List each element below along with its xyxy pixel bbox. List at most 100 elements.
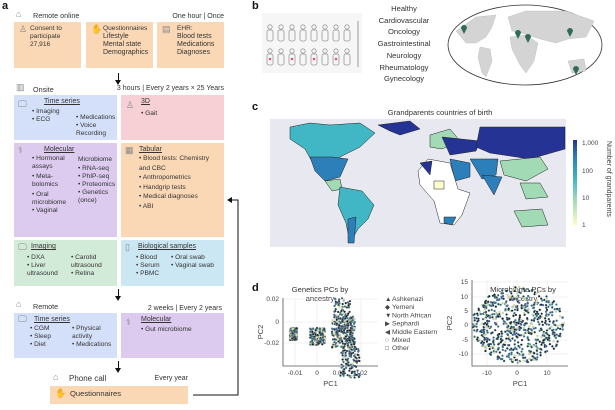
data-point [344,351,347,355]
data-point [488,347,491,351]
data-point [518,290,521,294]
legend-entry: North African [392,312,432,319]
item: Hormonal assays [32,155,74,171]
data-point [353,345,357,348]
data-point [314,329,317,332]
data-point [322,341,325,344]
data-point [556,326,560,330]
data-point [492,317,495,321]
disease-category: Healthy [391,4,417,13]
data-point [482,325,485,329]
monitor-icon: 🖵 [18,314,27,324]
data-point [340,313,344,316]
data-point [354,360,358,363]
disease-category: Neurology [386,50,422,60]
data-point [506,343,510,347]
data-point [484,349,487,353]
country [433,180,445,190]
data-point [526,294,530,298]
country [309,156,349,182]
y-tick-label: 5 [464,308,468,315]
data-point [515,347,518,351]
data-point [555,319,558,322]
data-point [344,317,347,320]
data-point [517,360,520,364]
data-point [547,323,551,326]
data-point [484,338,487,341]
data-point [513,343,516,346]
person-figure-icon [267,24,273,30]
data-point [348,369,351,373]
data-point [522,359,526,362]
colorbar-gradient [573,140,577,226]
data-point [347,374,351,377]
country [337,186,375,244]
data-point [508,352,511,355]
data-point [534,326,537,330]
legend-entry: Yemeni [392,304,415,311]
data-point [339,317,342,320]
person-figure-icon [310,29,318,42]
data-point [512,298,515,301]
location-pin-icon [525,34,531,43]
data-point [556,324,559,328]
data-point [333,297,337,300]
x-tick-label: -0.01 [288,370,303,377]
item: Sleep [30,333,51,341]
data-point [530,319,533,322]
data-point [513,354,516,358]
data-point [544,303,548,307]
data-point [532,358,535,362]
data-point [319,333,323,337]
data-point [339,374,342,377]
data-point [531,306,535,310]
legend-entry: Other [392,345,410,352]
country [441,136,481,156]
data-point [485,326,489,329]
data-point [531,325,535,329]
data-point [531,330,534,334]
imaging-box: 🖵 Imaging DXALiver ultrasound Carotid ul… [14,240,117,286]
data-point [538,329,541,332]
data-point [505,355,509,358]
data-point [545,336,548,340]
disease-category: Cardiovascular [378,15,430,25]
location-pin-icon [567,28,573,37]
data-point [555,328,558,331]
data-point [352,342,356,346]
data-point [345,306,349,309]
data-point [484,305,488,309]
person-figure-icon [322,48,328,54]
data-point [520,304,523,307]
y-tick-label: -0.02 [264,340,279,347]
data-point [476,312,479,315]
country [377,120,421,136]
data-point [551,310,554,314]
country [519,182,549,200]
tabular-box: ▦ Tabular Blood tests: Chemistry and CBC… [121,143,224,237]
data-point [492,345,495,348]
data-point [505,313,508,316]
data-point [539,354,542,357]
item: Meta-bolomics [32,173,74,189]
data-point [520,323,523,326]
data-point [533,352,536,355]
data-point [479,312,483,316]
item: Oral microbiome [32,191,74,207]
data-point [552,328,555,331]
hand-icon: ✋ [91,24,103,34]
data-point [524,306,527,309]
questionnaires-box: ✋ Questionnaires Lifestyle Mental state … [86,22,153,68]
map-title: Grandparents countries of birth [387,108,493,117]
data-point [548,320,551,323]
data-point [501,348,505,352]
data-point [348,310,351,314]
data-point [317,342,320,345]
biological-samples-box: ▯ Biological samples BloodSerumPBMC Oral… [121,240,224,286]
data-point [353,372,356,375]
data-point [518,316,522,319]
data-point [486,337,489,340]
data-point [309,330,312,334]
item: DXA [27,254,67,262]
data-point [506,293,509,296]
